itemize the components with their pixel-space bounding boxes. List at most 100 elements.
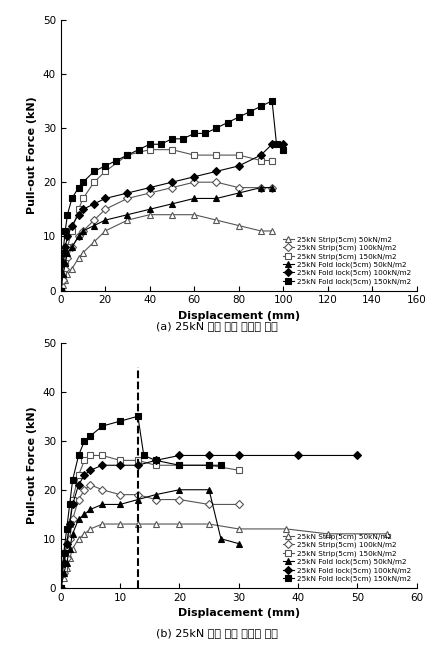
25kN Fold lock(5cm) 100kN/m2	[76, 211, 81, 219]
25kN Fold lock(5cm) 150kN/m2	[177, 461, 182, 469]
25kN Strip(5cm) 100kN/m2	[100, 486, 105, 494]
25kN Fold lock(5cm) 100kN/m2	[65, 232, 70, 240]
25kN Strip(5cm) 50kN/m2	[103, 227, 108, 235]
25kN Strip(5cm) 50kN/m2	[58, 584, 63, 592]
Line: 25kN Fold lock(5cm) 150kN/m2: 25kN Fold lock(5cm) 150kN/m2	[58, 98, 286, 293]
25kN Fold lock(5cm) 50kN/m2	[192, 195, 197, 202]
25kN Fold lock(5cm) 100kN/m2	[69, 221, 75, 229]
25kN Strip(5cm) 150kN/m2	[192, 151, 197, 159]
25kN Strip(5cm) 150kN/m2	[88, 452, 93, 460]
25kN Strip(5cm) 100kN/m2	[103, 205, 108, 213]
25kN Fold lock(5cm) 100kN/m2	[135, 461, 141, 469]
25kN Strip(5cm) 150kN/m2	[82, 456, 87, 464]
25kN Fold lock(5cm) 100kN/m2	[125, 189, 130, 197]
25kN Strip(5cm) 100kN/m2	[270, 183, 275, 191]
25kN Fold lock(5cm) 150kN/m2	[141, 452, 146, 460]
25kN Fold lock(5cm) 50kN/m2	[118, 500, 123, 508]
25kN Strip(5cm) 100kN/m2	[214, 178, 219, 186]
25kN Fold lock(5cm) 150kN/m2	[103, 162, 108, 170]
25kN Fold lock(5cm) 50kN/m2	[207, 486, 212, 494]
25kN Fold lock(5cm) 100kN/m2	[296, 452, 301, 460]
25kN Strip(5cm) 150kN/m2	[135, 456, 141, 464]
25kN Strip(5cm) 100kN/m2	[60, 276, 66, 283]
25kN Strip(5cm) 100kN/m2	[62, 265, 68, 273]
25kN Fold lock(5cm) 100kN/m2	[62, 244, 68, 251]
25kN Strip(5cm) 50kN/m2	[82, 530, 87, 538]
25kN Fold lock(5cm) 100kN/m2	[192, 173, 197, 181]
25kN Fold lock(5cm) 50kN/m2	[65, 249, 70, 257]
Line: 25kN Strip(5cm) 150kN/m2: 25kN Strip(5cm) 150kN/m2	[58, 147, 275, 293]
25kN Strip(5cm) 50kN/m2	[61, 574, 66, 582]
25kN Strip(5cm) 150kN/m2	[60, 270, 66, 278]
25kN Strip(5cm) 150kN/m2	[214, 151, 219, 159]
25kN Fold lock(5cm) 100kN/m2	[270, 140, 275, 148]
25kN Strip(5cm) 150kN/m2	[169, 146, 174, 153]
25kN Strip(5cm) 150kN/m2	[207, 461, 212, 469]
25kN Strip(5cm) 50kN/m2	[385, 530, 390, 538]
25kN Strip(5cm) 150kN/m2	[65, 244, 70, 251]
25kN Strip(5cm) 50kN/m2	[169, 211, 174, 219]
25kN Strip(5cm) 50kN/m2	[69, 265, 75, 273]
25kN Fold lock(5cm) 50kN/m2	[67, 545, 72, 552]
25kN Strip(5cm) 100kN/m2	[153, 496, 158, 503]
25kN Fold lock(5cm) 150kN/m2	[135, 413, 141, 421]
Y-axis label: Pull-out Force (kN): Pull-out Force (kN)	[27, 96, 37, 214]
25kN Strip(5cm) 100kN/m2	[118, 491, 123, 499]
25kN Strip(5cm) 100kN/m2	[207, 500, 212, 508]
25kN Fold lock(5cm) 100kN/m2	[61, 559, 66, 567]
25kN Strip(5cm) 100kN/m2	[92, 216, 97, 224]
25kN Strip(5cm) 150kN/m2	[76, 471, 81, 479]
25kN Strip(5cm) 150kN/m2	[69, 227, 75, 235]
25kN Fold lock(5cm) 150kN/m2	[114, 157, 119, 165]
25kN Strip(5cm) 50kN/m2	[258, 227, 263, 235]
25kN Fold lock(5cm) 150kN/m2	[158, 140, 164, 148]
25kN Fold lock(5cm) 150kN/m2	[247, 108, 253, 116]
25kN Strip(5cm) 100kN/m2	[236, 500, 241, 508]
25kN Fold lock(5cm) 50kN/m2	[82, 511, 87, 518]
25kN Fold lock(5cm) 100kN/m2	[236, 452, 241, 460]
Legend: 25kN Strip(5cm) 50kN/m2, 25kN Strip(5cm) 100kN/m2, 25kN Strip(5cm) 150kN/m2, 25k: 25kN Strip(5cm) 50kN/m2, 25kN Strip(5cm)…	[281, 532, 413, 584]
25kN Strip(5cm) 100kN/m2	[61, 569, 66, 577]
25kN Fold lock(5cm) 150kN/m2	[214, 124, 219, 132]
25kN Fold lock(5cm) 150kN/m2	[60, 249, 66, 257]
Text: (b) 25kN 딸형 섬유 보강재 끝단: (b) 25kN 딸형 섬유 보강재 끝단	[156, 628, 278, 639]
25kN Strip(5cm) 50kN/m2	[236, 525, 241, 533]
Line: 25kN Fold lock(5cm) 50kN/m2: 25kN Fold lock(5cm) 50kN/m2	[58, 185, 275, 293]
25kN Fold lock(5cm) 50kN/m2	[61, 569, 66, 577]
25kN Fold lock(5cm) 100kN/m2	[214, 167, 219, 175]
25kN Strip(5cm) 150kN/m2	[67, 520, 72, 528]
25kN Fold lock(5cm) 100kN/m2	[207, 452, 212, 460]
25kN Strip(5cm) 150kN/m2	[58, 584, 63, 592]
Line: 25kN Strip(5cm) 50kN/m2: 25kN Strip(5cm) 50kN/m2	[58, 212, 275, 293]
25kN Strip(5cm) 50kN/m2	[62, 276, 68, 283]
25kN Fold lock(5cm) 100kN/m2	[147, 183, 152, 191]
25kN Fold lock(5cm) 100kN/m2	[169, 178, 174, 186]
25kN Strip(5cm) 150kN/m2	[125, 151, 130, 159]
25kN Strip(5cm) 50kN/m2	[125, 216, 130, 224]
25kN Fold lock(5cm) 150kN/m2	[64, 525, 69, 533]
25kN Fold lock(5cm) 100kN/m2	[236, 162, 241, 170]
25kN Strip(5cm) 150kN/m2	[62, 259, 68, 268]
25kN Strip(5cm) 50kN/m2	[177, 520, 182, 528]
25kN Fold lock(5cm) 150kN/m2	[100, 422, 105, 430]
25kN Fold lock(5cm) 150kN/m2	[118, 417, 123, 425]
25kN Fold lock(5cm) 150kN/m2	[80, 178, 85, 186]
25kN Strip(5cm) 50kN/m2	[92, 238, 97, 246]
25kN Fold lock(5cm) 150kN/m2	[270, 97, 275, 104]
25kN Fold lock(5cm) 150kN/m2	[88, 432, 93, 440]
25kN Fold lock(5cm) 100kN/m2	[64, 539, 69, 547]
25kN Fold lock(5cm) 50kN/m2	[62, 259, 68, 268]
25kN Fold lock(5cm) 50kN/m2	[258, 183, 263, 191]
25kN Fold lock(5cm) 50kN/m2	[64, 559, 69, 567]
25kN Strip(5cm) 150kN/m2	[100, 452, 105, 460]
25kN Fold lock(5cm) 100kN/m2	[100, 461, 105, 469]
25kN Fold lock(5cm) 100kN/m2	[88, 466, 93, 474]
25kN Strip(5cm) 100kN/m2	[67, 535, 72, 543]
25kN Fold lock(5cm) 50kN/m2	[103, 216, 108, 224]
25kN Fold lock(5cm) 100kN/m2	[67, 520, 72, 528]
Y-axis label: Pull-out Force (kN): Pull-out Force (kN)	[27, 406, 37, 524]
25kN Fold lock(5cm) 150kN/m2	[280, 146, 286, 153]
25kN Strip(5cm) 150kN/m2	[270, 157, 275, 165]
25kN Fold lock(5cm) 150kN/m2	[169, 135, 174, 143]
Line: 25kN Strip(5cm) 50kN/m2: 25kN Strip(5cm) 50kN/m2	[58, 521, 390, 590]
